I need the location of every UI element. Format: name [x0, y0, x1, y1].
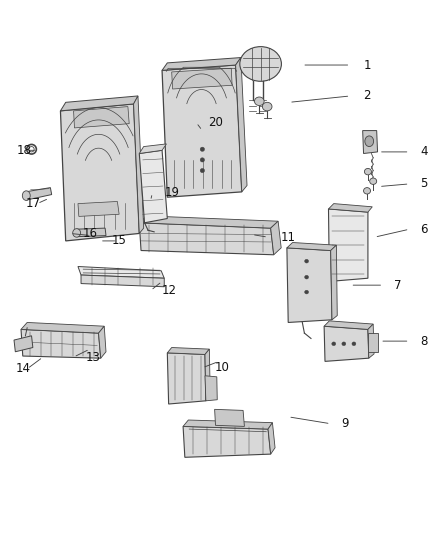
Polygon shape [77, 228, 106, 237]
Polygon shape [205, 376, 217, 401]
Text: 1: 1 [364, 59, 371, 71]
Polygon shape [78, 201, 119, 216]
Text: 10: 10 [215, 361, 230, 374]
Ellipse shape [342, 342, 346, 345]
Polygon shape [287, 248, 332, 322]
Ellipse shape [200, 158, 205, 162]
Text: 13: 13 [85, 351, 100, 364]
Polygon shape [328, 209, 368, 281]
Polygon shape [60, 96, 138, 111]
Text: 2: 2 [364, 90, 371, 102]
Polygon shape [236, 58, 247, 192]
Polygon shape [25, 188, 52, 200]
Polygon shape [205, 349, 210, 401]
Ellipse shape [73, 229, 81, 237]
Polygon shape [183, 426, 271, 457]
Polygon shape [81, 275, 164, 287]
Polygon shape [74, 107, 129, 128]
Polygon shape [363, 131, 378, 154]
Text: 5: 5 [420, 177, 428, 190]
Polygon shape [287, 243, 336, 251]
Ellipse shape [27, 144, 36, 154]
Polygon shape [162, 65, 242, 197]
Ellipse shape [200, 168, 205, 173]
Text: 4: 4 [420, 146, 428, 158]
Polygon shape [271, 221, 281, 255]
Ellipse shape [304, 260, 308, 263]
Ellipse shape [352, 342, 356, 345]
Ellipse shape [29, 147, 34, 152]
Polygon shape [172, 68, 232, 89]
Text: 12: 12 [162, 284, 177, 297]
Ellipse shape [262, 102, 272, 111]
Ellipse shape [365, 136, 374, 147]
Ellipse shape [304, 275, 308, 279]
Text: 18: 18 [17, 144, 32, 157]
Polygon shape [14, 336, 33, 352]
Ellipse shape [254, 97, 264, 106]
Text: 8: 8 [420, 335, 428, 348]
Ellipse shape [364, 188, 371, 194]
Polygon shape [60, 104, 139, 241]
Polygon shape [162, 58, 241, 70]
Polygon shape [167, 348, 209, 354]
Text: 15: 15 [112, 235, 127, 247]
Polygon shape [139, 150, 167, 223]
Text: 19: 19 [164, 187, 179, 199]
Polygon shape [21, 322, 104, 333]
Text: 20: 20 [208, 116, 223, 129]
Polygon shape [368, 324, 374, 358]
Ellipse shape [240, 47, 281, 81]
Polygon shape [99, 326, 106, 358]
Text: 16: 16 [82, 227, 97, 240]
Text: 7: 7 [394, 279, 402, 292]
Polygon shape [328, 204, 372, 212]
Polygon shape [21, 329, 101, 358]
Text: 17: 17 [25, 197, 40, 210]
Polygon shape [183, 420, 272, 429]
Polygon shape [215, 409, 244, 426]
Polygon shape [139, 216, 278, 228]
Polygon shape [331, 245, 337, 320]
Polygon shape [268, 423, 275, 454]
Text: 14: 14 [15, 362, 30, 375]
Text: 6: 6 [420, 223, 428, 236]
Polygon shape [368, 333, 378, 352]
Ellipse shape [304, 290, 308, 294]
Polygon shape [324, 326, 369, 361]
Polygon shape [78, 266, 164, 278]
Polygon shape [134, 96, 144, 233]
Text: 9: 9 [342, 417, 349, 430]
Ellipse shape [370, 178, 377, 184]
Ellipse shape [22, 191, 30, 200]
Ellipse shape [332, 342, 336, 345]
Ellipse shape [364, 168, 371, 175]
Polygon shape [324, 321, 373, 329]
Polygon shape [167, 353, 206, 404]
Polygon shape [139, 223, 274, 255]
Polygon shape [139, 144, 166, 154]
Text: 11: 11 [280, 231, 295, 244]
Ellipse shape [200, 147, 205, 151]
